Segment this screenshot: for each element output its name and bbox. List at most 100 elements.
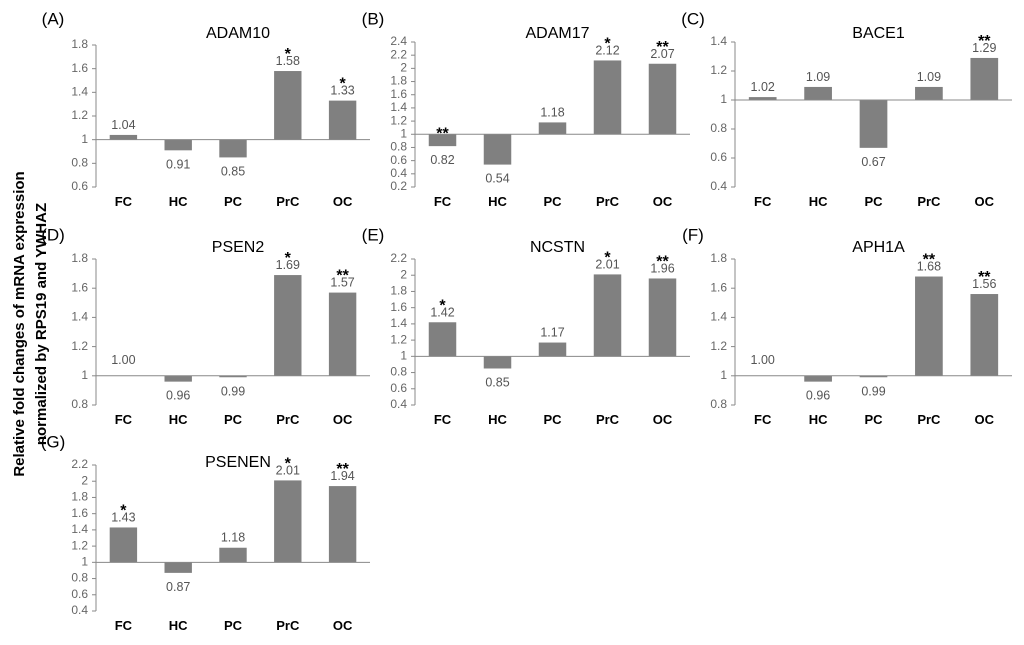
bar-prc [274,275,302,376]
data-label: 1.58 [276,54,300,68]
x-tick-label: OC [975,412,995,427]
bar-fc [109,134,138,140]
significance-marker: * [285,250,292,267]
chart-title: ADAM17 [525,25,589,42]
significance-marker: * [339,76,346,93]
y-tick-label: 0.4 [710,179,727,193]
significance-marker: ** [978,269,991,286]
y-tick-label: 2 [81,473,88,487]
significance-marker: * [604,35,611,52]
y-tick-label: 1.8 [71,251,88,265]
y-tick-label: 0.6 [71,179,88,193]
y-tick-label: 1.8 [71,37,88,51]
bar-hc [483,134,512,165]
y-tick-label: 1 [81,132,88,146]
y-tick-label: 0.8 [390,140,407,154]
panel-letter: (G) [41,432,66,451]
data-label: 0.87 [166,580,190,594]
bar-pc [859,375,888,378]
data-label: 1.02 [751,80,775,94]
y-tick-label: 1.8 [710,251,727,265]
data-label: 1.56 [972,277,996,291]
data-label: 0.82 [430,153,454,167]
panel-letter: (B) [362,9,385,28]
y-tick-label: 0.6 [390,381,407,395]
y-tick-label: 1.6 [390,300,407,314]
data-label: 1.42 [430,305,454,319]
y-tick-label: 1.4 [710,310,727,324]
x-tick-label: OC [333,412,353,427]
x-tick-label: FC [115,194,133,209]
chart-panel-1: (A) ADAM10 0.6 0.8 1 1.2 1.4 1.6 1.8 1.04 FC 0.91 HC… [42,9,370,209]
x-tick-label: FC [434,412,452,427]
bar-pc [219,375,247,378]
bar-prc [274,71,302,140]
x-tick-label: PrC [917,412,941,427]
significance-marker: ** [656,39,669,56]
y-tick-label: 1.4 [71,310,88,324]
x-tick-label: OC [653,412,673,427]
y-tick-label: 1 [81,555,88,569]
bar-fc [748,97,777,100]
x-tick-label: PC [224,618,243,633]
y-tick-label: 1 [400,126,407,140]
x-tick-label: HC [488,194,507,209]
data-label: 0.99 [221,384,245,398]
y-axis-label-line1: Relative fold changes of mRNA expression [11,171,28,476]
chart-panel-3: (C) BACE1 0.4 0.6 0.8 1 1.2 1.4 1.02 FC 1.09 HC 0.67… [681,9,1012,209]
y-tick-label: 0.4 [390,397,407,411]
x-tick-label: OC [333,194,353,209]
y-tick-label: 0.8 [390,365,407,379]
bar-pc [219,547,247,563]
y-tick-label: 1.2 [71,538,88,552]
data-label: 0.96 [166,389,190,403]
data-label: 1.17 [540,326,564,340]
bar-prc [274,480,302,563]
chart-title: NCSTN [530,239,585,256]
bar-pc [859,100,888,148]
x-tick-label: PC [224,412,243,427]
significance-marker: ** [923,252,936,269]
x-tick-label: PC [224,194,243,209]
data-label: 1.18 [221,531,245,545]
significance-marker: * [439,297,446,314]
chart-panel-7: (G)PSENEN0.40.60.811.21.41.61.822.21.43*… [41,432,370,633]
x-tick-label: PrC [596,194,620,209]
y-tick-label: 0.4 [71,603,88,617]
bar-oc [328,486,357,563]
y-tick-label: 0.8 [71,571,88,585]
data-label: 1.94 [330,469,354,483]
x-tick-label: HC [809,412,828,427]
y-tick-label: 0.4 [390,166,407,180]
panel-letter: (D) [41,225,65,244]
significance-marker: ** [656,253,669,270]
bar-oc [328,292,357,376]
data-label: 0.85 [221,164,245,178]
y-axis-label-line2: normalized by RPS19 and YWHAZ [33,203,50,445]
y-tick-label: 0.8 [710,397,727,411]
y-tick-label: 2.2 [390,251,407,265]
data-label: 0.67 [861,155,885,169]
y-tick-label: 1.6 [71,280,88,294]
y-tick-label: 1.8 [390,284,407,298]
bar-fc [109,527,138,563]
data-label: 1.68 [917,260,941,274]
chart-panel-4: (D) PSEN2 0.8 1 1.2 1.4 1.6 1.8 1.00 FC 0.96 HC 0.99… [41,225,370,427]
panel-letter: (C) [681,9,705,28]
panel-letter: (F) [682,225,704,244]
bar-oc [648,278,677,357]
y-tick-label: 1.2 [71,108,88,122]
bar-fc [428,322,457,357]
panel-letter: (E) [362,225,385,244]
data-label: 1.96 [650,261,674,275]
x-tick-label: PC [864,194,883,209]
x-tick-label: PrC [276,618,300,633]
data-label: 1.09 [917,70,941,84]
data-label: 1.57 [330,276,354,290]
bar-hc [804,375,832,382]
bar-oc [970,57,999,100]
y-tick-label: 2.2 [71,457,88,471]
x-tick-label: HC [809,194,828,209]
significance-marker: * [604,249,611,266]
